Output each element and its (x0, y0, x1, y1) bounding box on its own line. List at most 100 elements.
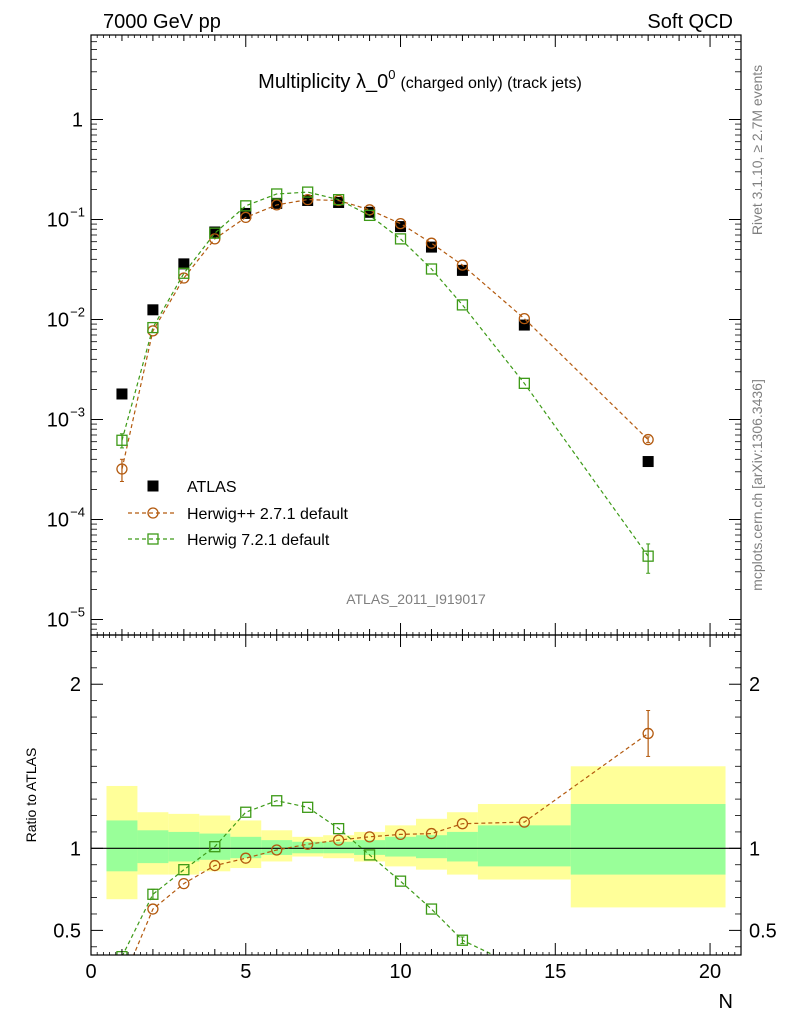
header-energy-label: 7000 GeV pp (103, 11, 221, 33)
data-point (178, 267, 190, 279)
y-tick-label: 10 (47, 210, 69, 232)
x-tick-label: 10 (389, 961, 411, 983)
data-point (271, 844, 283, 856)
data-point (456, 299, 469, 311)
analysis-label: ATLAS_2011_I919017 (346, 591, 486, 607)
rivet-version-label: Rivet 3.1.10, ≥ 2.7M events (749, 65, 765, 235)
y-tick-label: 10 (47, 510, 69, 532)
series-line (121, 191, 649, 557)
legend-label: Herwig 7.2.1 default (187, 532, 330, 549)
title-suffix: (charged only) (track jets) (400, 75, 581, 92)
data-point (333, 196, 345, 208)
data-point (147, 304, 159, 316)
legend-label: Herwig++ 2.7.1 default (187, 506, 349, 523)
ratio-frame (90, 634, 742, 956)
data-point (363, 831, 376, 843)
ratio-y-axis-label: Ratio to ATLAS (23, 748, 39, 843)
uncertainty-band-stat (354, 840, 386, 855)
data-point (147, 903, 159, 915)
ratio-y-tick-label: 2 (70, 674, 81, 696)
uncertainty-band-stat (261, 840, 293, 855)
y-tick-label: 10 (47, 610, 69, 632)
data-point (116, 434, 128, 446)
ratio-panel: 0.5 0.51 12 20 5 10 15 20 (53, 634, 777, 988)
data-point (117, 978, 127, 988)
data-point (364, 206, 376, 218)
title-main: Multiplicity λ_0 (258, 71, 388, 93)
ratio-series-group (91, 709, 741, 988)
data-point (642, 727, 654, 740)
ratio-y-tick-label: 1 (70, 838, 81, 860)
data-point (240, 211, 252, 224)
mcplots-label: mcplots.cern.ch [arXiv:1306.3436] (749, 379, 765, 591)
ratio-y-tick-label-right: 2 (749, 674, 760, 696)
data-point (209, 841, 221, 853)
data-point (642, 433, 654, 446)
y-tick-label: 10 (47, 410, 69, 432)
uncertainty-band-stat (292, 841, 324, 854)
data-point (456, 934, 469, 946)
series-line (121, 198, 649, 470)
uncertainty-band-stat (323, 841, 355, 854)
x-tick-label: 20 (699, 961, 721, 983)
title-superscript: 0 (388, 67, 395, 82)
data-point (240, 200, 252, 212)
data-point (147, 321, 159, 334)
data-point (240, 852, 252, 864)
x-tick-label: 15 (544, 961, 566, 983)
data-point (363, 209, 376, 222)
ratio-y-tick-label-right: 0.5 (749, 920, 777, 942)
y-tick-label: 10 (47, 310, 69, 332)
data-point (147, 480, 159, 492)
upper-panel: 110−110−210−310−410−5 (47, 34, 742, 636)
uncertainty-band-stat (446, 831, 478, 862)
data-point (302, 801, 314, 813)
data-point (271, 199, 283, 211)
y-tick-exponent: −1 (70, 205, 85, 220)
data-point (302, 193, 314, 206)
data-point (456, 259, 469, 271)
upper-series-group (116, 186, 654, 574)
uncertainty-band-stat (570, 804, 726, 875)
data-point (518, 312, 530, 325)
data-point (518, 816, 530, 828)
data-point (425, 237, 438, 249)
x-tick-label: 0 (85, 961, 96, 983)
x-tick-label: 5 (240, 961, 251, 983)
data-point (642, 456, 654, 468)
data-point (363, 849, 376, 861)
y-tick-exponent: −3 (70, 405, 85, 420)
legend-label: ATLAS (187, 479, 237, 496)
data-point (518, 377, 530, 389)
uncertainty-band-stat (230, 836, 262, 859)
data-point (332, 193, 345, 206)
data-point (642, 550, 654, 562)
data-point (394, 875, 407, 887)
y-tick-exponent: −4 (70, 505, 85, 520)
data-point (240, 207, 252, 219)
data-point (271, 188, 283, 200)
data-point (332, 834, 345, 846)
data-point (240, 806, 252, 818)
uncertainty-band-stat (385, 836, 416, 857)
data-point (394, 828, 407, 841)
data-point (519, 965, 529, 975)
data-point (116, 388, 128, 400)
data-point (302, 194, 314, 206)
data-point (209, 226, 221, 238)
ratio-y-tick-label-right: 1 (749, 838, 760, 860)
data-point (302, 838, 314, 850)
header-category-label: Soft QCD (647, 11, 733, 33)
uncertainty-band-stat (477, 825, 571, 867)
plot-title: Multiplicity λ_00 (charged only) (track j… (258, 67, 582, 93)
data-point (271, 197, 283, 209)
x-axis-label: N (719, 991, 733, 1013)
data-point (394, 233, 407, 245)
uncertainty-band-stat (416, 835, 447, 859)
uncertainty-band-stat (137, 830, 169, 864)
data-point (209, 859, 221, 872)
y-tick-exponent: −2 (70, 305, 85, 320)
data-point (394, 217, 407, 230)
data-point (425, 263, 438, 275)
